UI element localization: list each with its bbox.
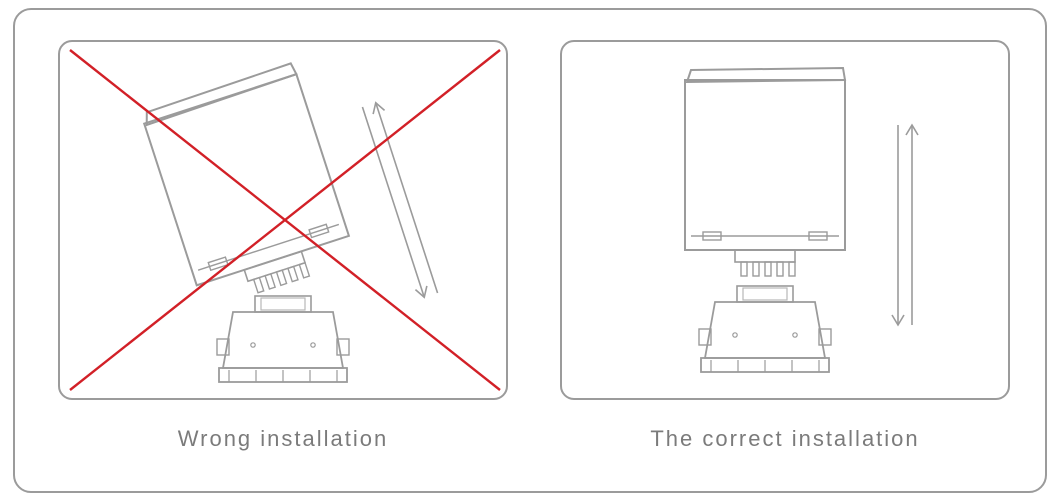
socket-wrong: [217, 296, 349, 382]
arrows-wrong: [357, 101, 444, 299]
caption-wrong: Wrong installation: [83, 426, 483, 452]
device-wrong: [140, 63, 356, 310]
diagram-root: Wrong installation The correct installat…: [0, 0, 1060, 501]
socket-correct: [699, 286, 831, 372]
arrows-correct: [892, 125, 918, 325]
caption-correct: The correct installation: [585, 426, 985, 452]
cross-mark: [70, 50, 500, 390]
device-correct: [685, 68, 845, 276]
